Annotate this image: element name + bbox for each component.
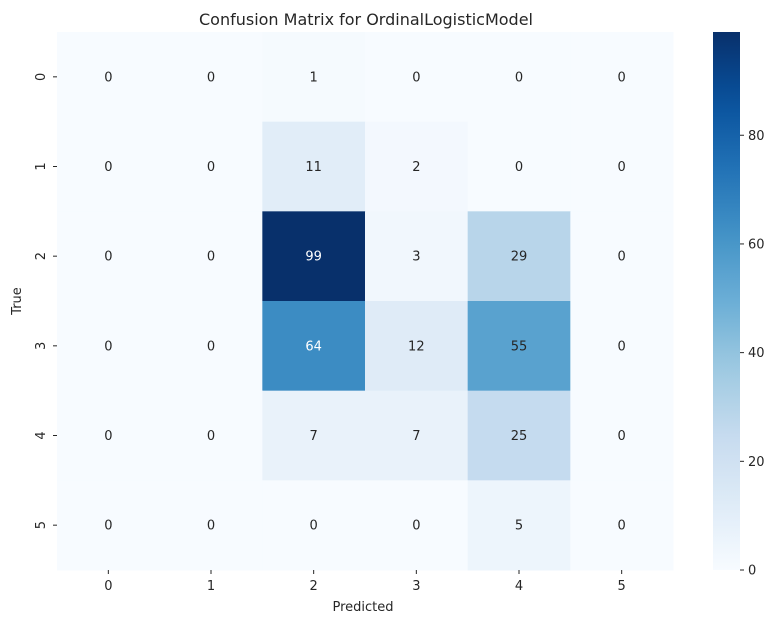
cell-value-r4-c4: 25 — [511, 429, 528, 444]
heatmap-cell-r5-c0 — [57, 480, 161, 571]
heatmap-cell-r0-c5 — [570, 32, 674, 123]
cell-value-r4-c0: 0 — [104, 429, 112, 444]
heatmap-cell-r3-c5 — [570, 301, 674, 392]
cell-value-r5-c0: 0 — [104, 519, 112, 534]
cell-value-r4-c5: 0 — [618, 429, 626, 444]
heatmap-cell-r3-c2 — [262, 301, 366, 392]
cell-value-r0-c3: 0 — [412, 70, 420, 85]
cell-value-r1-c4: 0 — [515, 160, 523, 175]
cell-value-r2-c3: 3 — [412, 250, 420, 265]
x-axis-ticks: 0 1 2 3 4 5 — [104, 570, 626, 594]
heatmap-cell-r1-c1 — [159, 121, 263, 212]
cell-value-r2-c0: 0 — [104, 250, 112, 265]
heatmap-cell-r0-c2 — [262, 32, 366, 123]
y-tick-label-3: 3 — [34, 342, 49, 350]
x-tick-label-2: 2 — [310, 579, 318, 594]
colorbar — [713, 32, 740, 570]
cell-value-r2-c1: 0 — [207, 250, 215, 265]
cell-value-r5-c1: 0 — [207, 519, 215, 534]
cell-value-r5-c3: 0 — [412, 519, 420, 534]
cell-value-r1-c0: 0 — [104, 160, 112, 175]
x-tick-label-4: 4 — [515, 579, 523, 594]
cell-value-r5-c5: 0 — [618, 519, 626, 534]
cell-value-r4-c3: 7 — [412, 429, 420, 444]
heatmap-cell-r3-c0 — [57, 301, 161, 392]
colorbar-ticks: 0 20 40 60 80 — [740, 129, 765, 579]
heatmap-cell-r4-c4 — [467, 390, 571, 481]
y-tick-label-4: 4 — [34, 431, 49, 439]
heatmap-cell-r5-c5 — [570, 480, 674, 571]
cell-value-r3-c4: 55 — [511, 339, 528, 354]
heatmap-cell-r0-c3 — [365, 32, 469, 123]
heatmap-cell-r4-c2 — [262, 390, 366, 481]
heatmap-cell-r3-c4 — [467, 301, 571, 392]
cell-value-r1-c5: 0 — [618, 160, 626, 175]
heatmap-cell-r4-c0 — [57, 390, 161, 481]
heatmap-cell-r1-c2 — [262, 121, 366, 212]
heatmap-cell-r2-c4 — [467, 211, 571, 302]
cell-value-r2-c2: 99 — [305, 250, 322, 265]
y-axis-ticks: 0 1 2 3 4 5 — [34, 73, 57, 529]
heatmap-cell-r5-c1 — [159, 480, 263, 571]
cell-value-r3-c5: 0 — [618, 339, 626, 354]
heatmap-cell-r0-c0 — [57, 32, 161, 123]
heatmap-cell-r1-c3 — [365, 121, 469, 212]
colorbar-tick-label-60: 60 — [748, 237, 765, 252]
heatmap-cell-r4-c3 — [365, 390, 469, 481]
heatmap-cell-r0-c1 — [159, 32, 263, 123]
cell-value-r1-c1: 0 — [207, 160, 215, 175]
x-tick-label-1: 1 — [207, 579, 215, 594]
heatmap-cell-r3-c3 — [365, 301, 469, 392]
colorbar-tick-label-20: 20 — [748, 455, 765, 470]
heatmap-cell-r0-c4 — [467, 32, 571, 123]
cell-value-r0-c5: 0 — [618, 70, 626, 85]
heatmap-cell-r5-c3 — [365, 480, 469, 571]
heatmap-cell-r1-c5 — [570, 121, 674, 212]
x-axis-label: Predicted — [332, 600, 393, 615]
y-tick-label-0: 0 — [34, 73, 49, 81]
colorbar-tick-label-40: 40 — [748, 346, 765, 361]
cell-value-r3-c1: 0 — [207, 339, 215, 354]
heatmap-cell-r5-c4 — [467, 480, 571, 571]
x-tick-label-0: 0 — [104, 579, 112, 594]
y-tick-label-5: 5 — [34, 521, 49, 529]
cell-value-r1-c3: 2 — [412, 160, 420, 175]
cell-value-r3-c0: 0 — [104, 339, 112, 354]
heatmap-cell-r3-c1 — [159, 301, 263, 392]
x-tick-label-3: 3 — [412, 579, 420, 594]
cell-value-r2-c4: 29 — [511, 250, 528, 265]
colorbar-tick-label-80: 80 — [748, 129, 765, 144]
cell-value-r5-c4: 5 — [515, 519, 523, 534]
heatmap-cells: 0 0 1 0 0 0 0 0 11 2 0 0 0 0 99 3 29 0 0 0 64 12 55 0 0 0 7 7 25 0 0 0 0… — [57, 32, 674, 571]
heatmap-cell-r1-c0 — [57, 121, 161, 212]
cell-value-r3-c2: 64 — [305, 339, 322, 354]
y-tick-label-2: 2 — [34, 252, 49, 260]
heatmap-cell-r2-c1 — [159, 211, 263, 302]
heatmap-cell-r4-c5 — [570, 390, 674, 481]
heatmap-cell-r2-c2 — [262, 211, 366, 302]
cell-value-r0-c2: 1 — [310, 70, 318, 85]
cell-value-r5-c2: 0 — [310, 519, 318, 534]
chart-title: Confusion Matrix for OrdinalLogisticMode… — [199, 10, 533, 29]
cell-value-r1-c2: 11 — [305, 160, 322, 175]
cell-value-r0-c0: 0 — [104, 70, 112, 85]
heatmap-cell-r1-c4 — [467, 121, 571, 212]
y-tick-label-1: 1 — [34, 162, 49, 170]
cell-value-r0-c1: 0 — [207, 70, 215, 85]
cell-value-r4-c1: 0 — [207, 429, 215, 444]
heatmap-cell-r2-c0 — [57, 211, 161, 302]
cell-value-r3-c3: 12 — [408, 339, 425, 354]
x-tick-label-5: 5 — [618, 579, 626, 594]
heatmap-cell-r5-c2 — [262, 480, 366, 571]
heatmap-cell-r4-c1 — [159, 390, 263, 481]
colorbar-tick-label-0: 0 — [748, 564, 756, 579]
heatmap-cell-r2-c3 — [365, 211, 469, 302]
y-axis-label: True — [10, 287, 25, 316]
cell-value-r4-c2: 7 — [310, 429, 318, 444]
cell-value-r2-c5: 0 — [618, 250, 626, 265]
cell-value-r0-c4: 0 — [515, 70, 523, 85]
heatmap-cell-r2-c5 — [570, 211, 674, 302]
